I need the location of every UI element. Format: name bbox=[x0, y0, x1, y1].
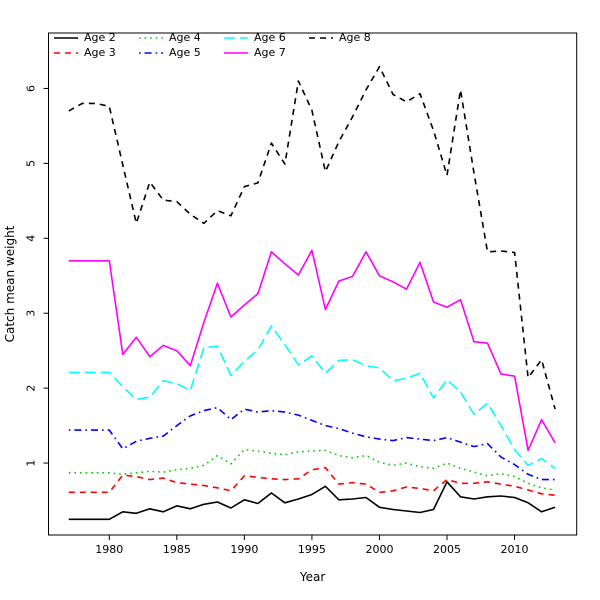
legend-item-age-5: Age 5 bbox=[139, 45, 224, 60]
legend-line-sample-icon bbox=[309, 36, 333, 39]
y-tick-label: 2 bbox=[25, 385, 38, 392]
series-line-age-6 bbox=[68, 325, 556, 469]
legend-label: Age 5 bbox=[169, 46, 201, 59]
plot-box bbox=[48, 32, 578, 536]
legend-item-age-2: Age 2 bbox=[54, 30, 139, 45]
y-tick-label: 6 bbox=[25, 85, 38, 92]
y-axis-title: Catch mean weight bbox=[3, 225, 17, 342]
x-axis-title: Year bbox=[299, 570, 325, 584]
x-tick-label: 2005 bbox=[433, 543, 461, 556]
legend-line-sample-icon bbox=[139, 51, 163, 54]
legend-label: Age 4 bbox=[169, 31, 201, 44]
x-tick-label: 1990 bbox=[230, 543, 258, 556]
legend-label: Age 2 bbox=[84, 31, 116, 44]
chart-legend: Age 2 Age 3 Age 4 Age 5 Age 6 Age 7 Age 8 bbox=[54, 30, 394, 60]
series-line-age-8 bbox=[68, 65, 556, 410]
x-tick-label: 2010 bbox=[501, 543, 529, 556]
x-tick-label: 2000 bbox=[365, 543, 393, 556]
legend-label: Age 6 bbox=[254, 31, 286, 44]
legend-label: Age 3 bbox=[84, 46, 116, 59]
legend-column: Age 4 Age 5 bbox=[139, 30, 224, 60]
legend-line-sample-icon bbox=[139, 36, 163, 39]
legend-item-age-6: Age 6 bbox=[224, 30, 309, 45]
legend-item-age-8: Age 8 bbox=[309, 30, 394, 45]
y-tick-label: 1 bbox=[25, 460, 38, 467]
legend-line-sample-icon bbox=[224, 36, 248, 39]
legend-column: Age 6 Age 7 bbox=[224, 30, 309, 60]
legend-item-age-7: Age 7 bbox=[224, 45, 309, 60]
legend-item-age-3: Age 3 bbox=[54, 45, 139, 60]
y-tick-label: 3 bbox=[25, 310, 38, 317]
legend-line-sample-icon bbox=[224, 51, 248, 54]
series-line-age-7 bbox=[68, 249, 556, 452]
series-line-age-2 bbox=[68, 480, 556, 521]
legend-line-sample-icon bbox=[54, 36, 78, 39]
legend-column: Age 8 bbox=[309, 30, 394, 60]
legend-label: Age 8 bbox=[339, 31, 371, 44]
x-tick-label: 1980 bbox=[95, 543, 123, 556]
legend-line-sample-icon bbox=[54, 51, 78, 54]
series-line-age-4 bbox=[68, 448, 556, 491]
series-line-age-3 bbox=[68, 466, 556, 497]
legend-label: Age 7 bbox=[254, 46, 286, 59]
legend-item-age-4: Age 4 bbox=[139, 30, 224, 45]
y-tick-label: 4 bbox=[25, 235, 38, 242]
series-line-age-5 bbox=[68, 406, 556, 481]
x-tick-label: 1985 bbox=[163, 543, 191, 556]
x-tick-label: 1995 bbox=[298, 543, 326, 556]
legend-column: Age 2 Age 3 bbox=[54, 30, 139, 60]
y-tick-label: 5 bbox=[25, 160, 38, 167]
